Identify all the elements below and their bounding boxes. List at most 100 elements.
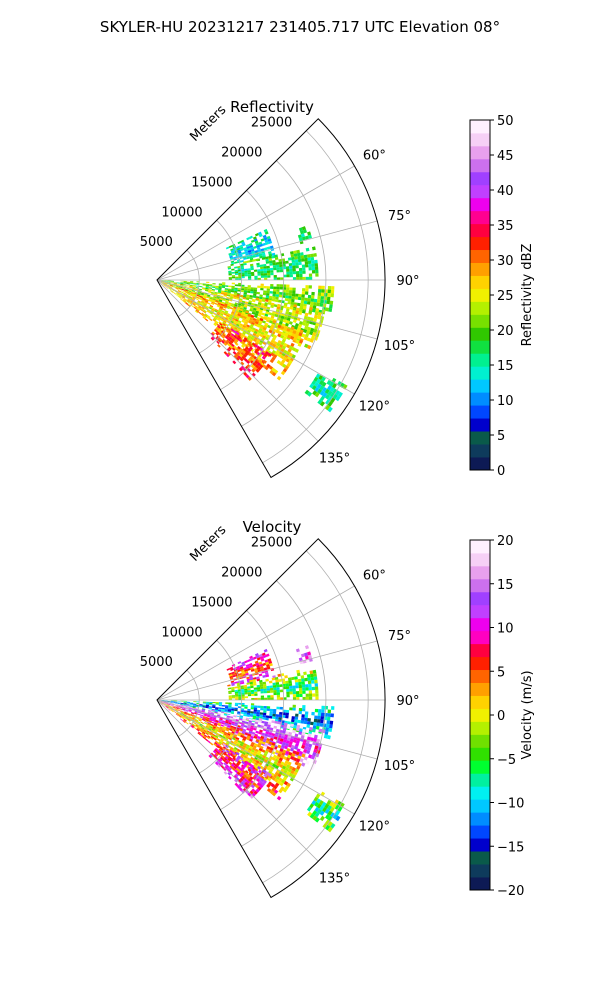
- data-cell: [285, 292, 289, 296]
- data-cell: [163, 283, 167, 285]
- data-cell: [291, 774, 296, 779]
- data-cell: [229, 314, 234, 318]
- data-cell: [229, 296, 234, 299]
- data-cell: [275, 684, 280, 688]
- data-cell: [302, 321, 307, 326]
- data-cell: [240, 687, 245, 690]
- data-cell: [182, 287, 186, 289]
- data-cell: [231, 758, 235, 762]
- data-cell: [192, 706, 196, 708]
- data-cell: [254, 240, 259, 244]
- data-cell: [261, 329, 266, 333]
- data-cell: [272, 716, 276, 720]
- data-cell: [329, 300, 334, 305]
- data-cell: [282, 788, 288, 793]
- data-cell: [223, 313, 228, 316]
- data-cell: [209, 716, 214, 719]
- data-cell: [271, 720, 275, 724]
- data-cell: [272, 291, 277, 295]
- data-cell: [216, 323, 221, 327]
- data-cell: [228, 706, 232, 709]
- data-cell: [295, 293, 299, 297]
- data-cell: [216, 297, 220, 300]
- data-cell: [297, 335, 302, 340]
- data-cell: [304, 714, 309, 718]
- data-cell: [252, 656, 257, 660]
- data-cell: [253, 713, 257, 717]
- data-cell: [221, 330, 225, 334]
- data-cell: [269, 663, 273, 667]
- data-cell: [168, 708, 171, 711]
- data-cell: [311, 266, 316, 271]
- data-cell: [290, 755, 295, 760]
- data-cell: [212, 307, 216, 311]
- data-cell: [251, 697, 255, 700]
- data-cell: [253, 293, 257, 297]
- data-cell: [230, 732, 235, 736]
- data-cell: [306, 749, 311, 755]
- data-cell: [274, 299, 279, 303]
- data-cell: [291, 716, 296, 720]
- data-cell: [288, 345, 294, 350]
- data-cell: [313, 737, 318, 743]
- data-cell: [233, 292, 238, 295]
- data-cell: [182, 720, 186, 724]
- data-cell: [245, 374, 250, 379]
- data-cell: [258, 731, 263, 735]
- data-cell: [285, 712, 289, 716]
- data-cell: [251, 788, 256, 793]
- data-cell: [306, 724, 311, 728]
- data-cell: [169, 704, 173, 707]
- data-cell: [260, 781, 266, 787]
- data-cell: [263, 266, 267, 269]
- data-cell: [301, 753, 306, 758]
- data-cell: [307, 717, 311, 722]
- data-cell: [261, 298, 266, 302]
- data-cell: [292, 287, 296, 291]
- data-cell: [330, 293, 334, 298]
- data-cell: [225, 353, 230, 358]
- data-cell: [332, 383, 337, 389]
- data-cell: [285, 750, 290, 755]
- data-cell: [175, 294, 179, 297]
- azimuth-tick-label: 135°: [319, 871, 350, 886]
- data-cell: [196, 296, 200, 299]
- colorbar-segment: [470, 366, 490, 380]
- data-cell: [258, 341, 263, 346]
- data-cell: [193, 306, 197, 310]
- data-cell: [164, 702, 168, 704]
- data-cell: [211, 290, 215, 292]
- data-cell: [242, 744, 247, 749]
- data-cell: [279, 343, 284, 349]
- data-cell: [180, 718, 184, 722]
- data-cell: [228, 273, 232, 276]
- data-cell: [249, 356, 254, 361]
- data-cell: [175, 707, 179, 710]
- data-cell: [266, 688, 271, 691]
- data-cell: [234, 252, 239, 255]
- data-cell: [214, 730, 218, 733]
- data-cell: [250, 265, 254, 269]
- data-cell: [223, 752, 228, 756]
- data-cell: [273, 689, 277, 693]
- data-cell: [288, 331, 293, 336]
- data-cell: [165, 285, 169, 288]
- data-cell: [331, 706, 335, 710]
- colorbar-segment: [470, 171, 490, 186]
- data-cell: [262, 717, 266, 720]
- data-cell: [278, 740, 283, 745]
- data-cell: [201, 312, 205, 316]
- data-cell: [206, 701, 210, 703]
- data-cell: [217, 329, 222, 334]
- data-cell: [176, 285, 180, 288]
- data-cell: [302, 741, 307, 746]
- data-cell: [231, 262, 235, 265]
- data-cell: [269, 687, 274, 691]
- data-cell: [328, 727, 333, 733]
- data-cell: [234, 310, 239, 314]
- data-cell: [179, 287, 183, 290]
- data-cell: [224, 301, 229, 304]
- data-cell: [212, 706, 216, 709]
- data-cell: [223, 320, 227, 324]
- data-cell: [280, 325, 285, 330]
